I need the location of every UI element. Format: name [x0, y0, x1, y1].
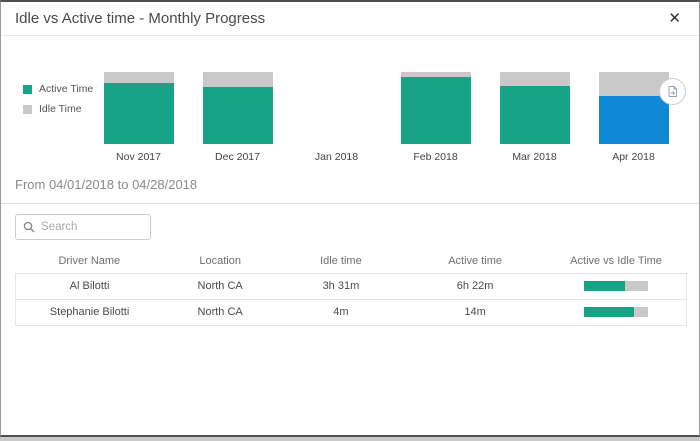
column-header-driver-name: Driver Name	[58, 254, 121, 267]
ratio-cell	[546, 273, 687, 299]
active-segment	[598, 96, 669, 144]
month-label: Nov 2017	[116, 151, 161, 163]
idle-segment	[499, 72, 570, 87]
chart-bar-group-dec-2017[interactable]: Dec 2017	[188, 72, 287, 163]
idle-segment	[598, 72, 669, 97]
legend-label: Idle Time	[39, 103, 82, 115]
idle-time-swatch	[23, 104, 32, 114]
active-vs-idle-bar	[583, 281, 648, 291]
month-label: Apr 2018	[612, 151, 655, 163]
location-cell: North CA	[197, 280, 243, 292]
chart-legend: Active Time Idle Time	[9, 72, 93, 163]
search-box	[15, 214, 151, 240]
drivers-table: Driver Name Location Idle time Active ti…	[15, 249, 687, 326]
table-header-row: Driver Name Location Idle time Active ti…	[16, 249, 687, 273]
chart-bars: Nov 2017 Dec 2017	[89, 72, 683, 163]
column-header-active-vs-idle: Active vs Idle Time	[570, 254, 662, 267]
month-label: Dec 2017	[215, 151, 260, 163]
stacked-bar	[598, 72, 669, 144]
chart-bar-group-mar-2018[interactable]: Mar 2018	[485, 72, 584, 163]
legend-label: Active Time	[39, 83, 94, 95]
search-input[interactable]	[41, 221, 143, 233]
chart-bar-group-jan-2018[interactable]: Jan 2018	[287, 72, 386, 163]
close-button[interactable]: ✕	[664, 9, 685, 28]
active-fill	[583, 281, 625, 291]
close-icon: ✕	[668, 10, 681, 27]
chart-bar-group-nov-2017[interactable]: Nov 2017	[89, 72, 188, 163]
month-label: Jan 2018	[314, 151, 359, 163]
search-icon	[23, 221, 35, 233]
driver-name-cell: Al Bilotti	[69, 280, 110, 292]
active-time-cell: 6h 22m	[456, 280, 494, 292]
location-cell: North CA	[197, 306, 243, 318]
stacked-bar	[302, 72, 372, 144]
chart-bar-group-feb-2018[interactable]: Feb 2018	[386, 72, 485, 163]
export-document-icon	[668, 86, 677, 97]
active-segment	[400, 77, 471, 144]
column-header-idle-time: Idle time	[320, 254, 362, 267]
modal-title: Idle vs Active time - Monthly Progress	[15, 10, 266, 27]
stacked-bar	[400, 72, 471, 144]
active-segment	[202, 87, 273, 144]
idle-segment	[202, 72, 273, 88]
active-segment	[499, 86, 570, 144]
month-label: Mar 2018	[512, 151, 557, 163]
table-row-stephanie-bilotti[interactable]: Stephanie Bilotti North CA 4m 14m	[15, 299, 687, 325]
date-range-label: From 04/01/2018 to 04/28/2018	[15, 177, 198, 192]
stacked-bar	[499, 72, 570, 144]
legend-item-active: Active Time	[9, 83, 93, 95]
month-label: Feb 2018	[413, 151, 458, 163]
modal-body: Active Time Idle Time Nov 2017	[1, 72, 699, 326]
active-segment	[103, 82, 174, 144]
idle-time-cell: 3h 31m	[322, 280, 360, 292]
active-fill	[583, 307, 634, 317]
idle-segment	[400, 72, 471, 78]
idle-time-cell: 4m	[333, 306, 349, 318]
column-header-active-time: Active time	[448, 254, 502, 267]
stacked-bar-chart: Active Time Idle Time Nov 2017	[1, 72, 699, 163]
modal-header: Idle vs Active time - Monthly Progress ✕	[1, 2, 699, 36]
export-report-button[interactable]	[659, 78, 686, 105]
stacked-bar	[103, 72, 174, 144]
active-time-swatch	[23, 84, 32, 94]
legend-item-idle: Idle Time	[9, 103, 89, 115]
idle-segment	[103, 72, 174, 83]
table-row-al-bilotti[interactable]: Al Bilotti North CA 3h 31m 6h 22m	[15, 273, 687, 299]
active-time-cell: 14m	[464, 306, 486, 318]
chart-bar-group-apr-2018-selected[interactable]: Apr 2018	[584, 72, 683, 163]
driver-name-cell: Stephanie Bilotti	[49, 306, 130, 318]
active-vs-idle-bar	[583, 307, 648, 317]
ratio-cell	[546, 299, 687, 325]
period-row: From 04/01/2018 to 04/28/2018	[1, 176, 699, 204]
column-header-location: Location	[199, 254, 241, 267]
stacked-bar	[202, 72, 273, 144]
